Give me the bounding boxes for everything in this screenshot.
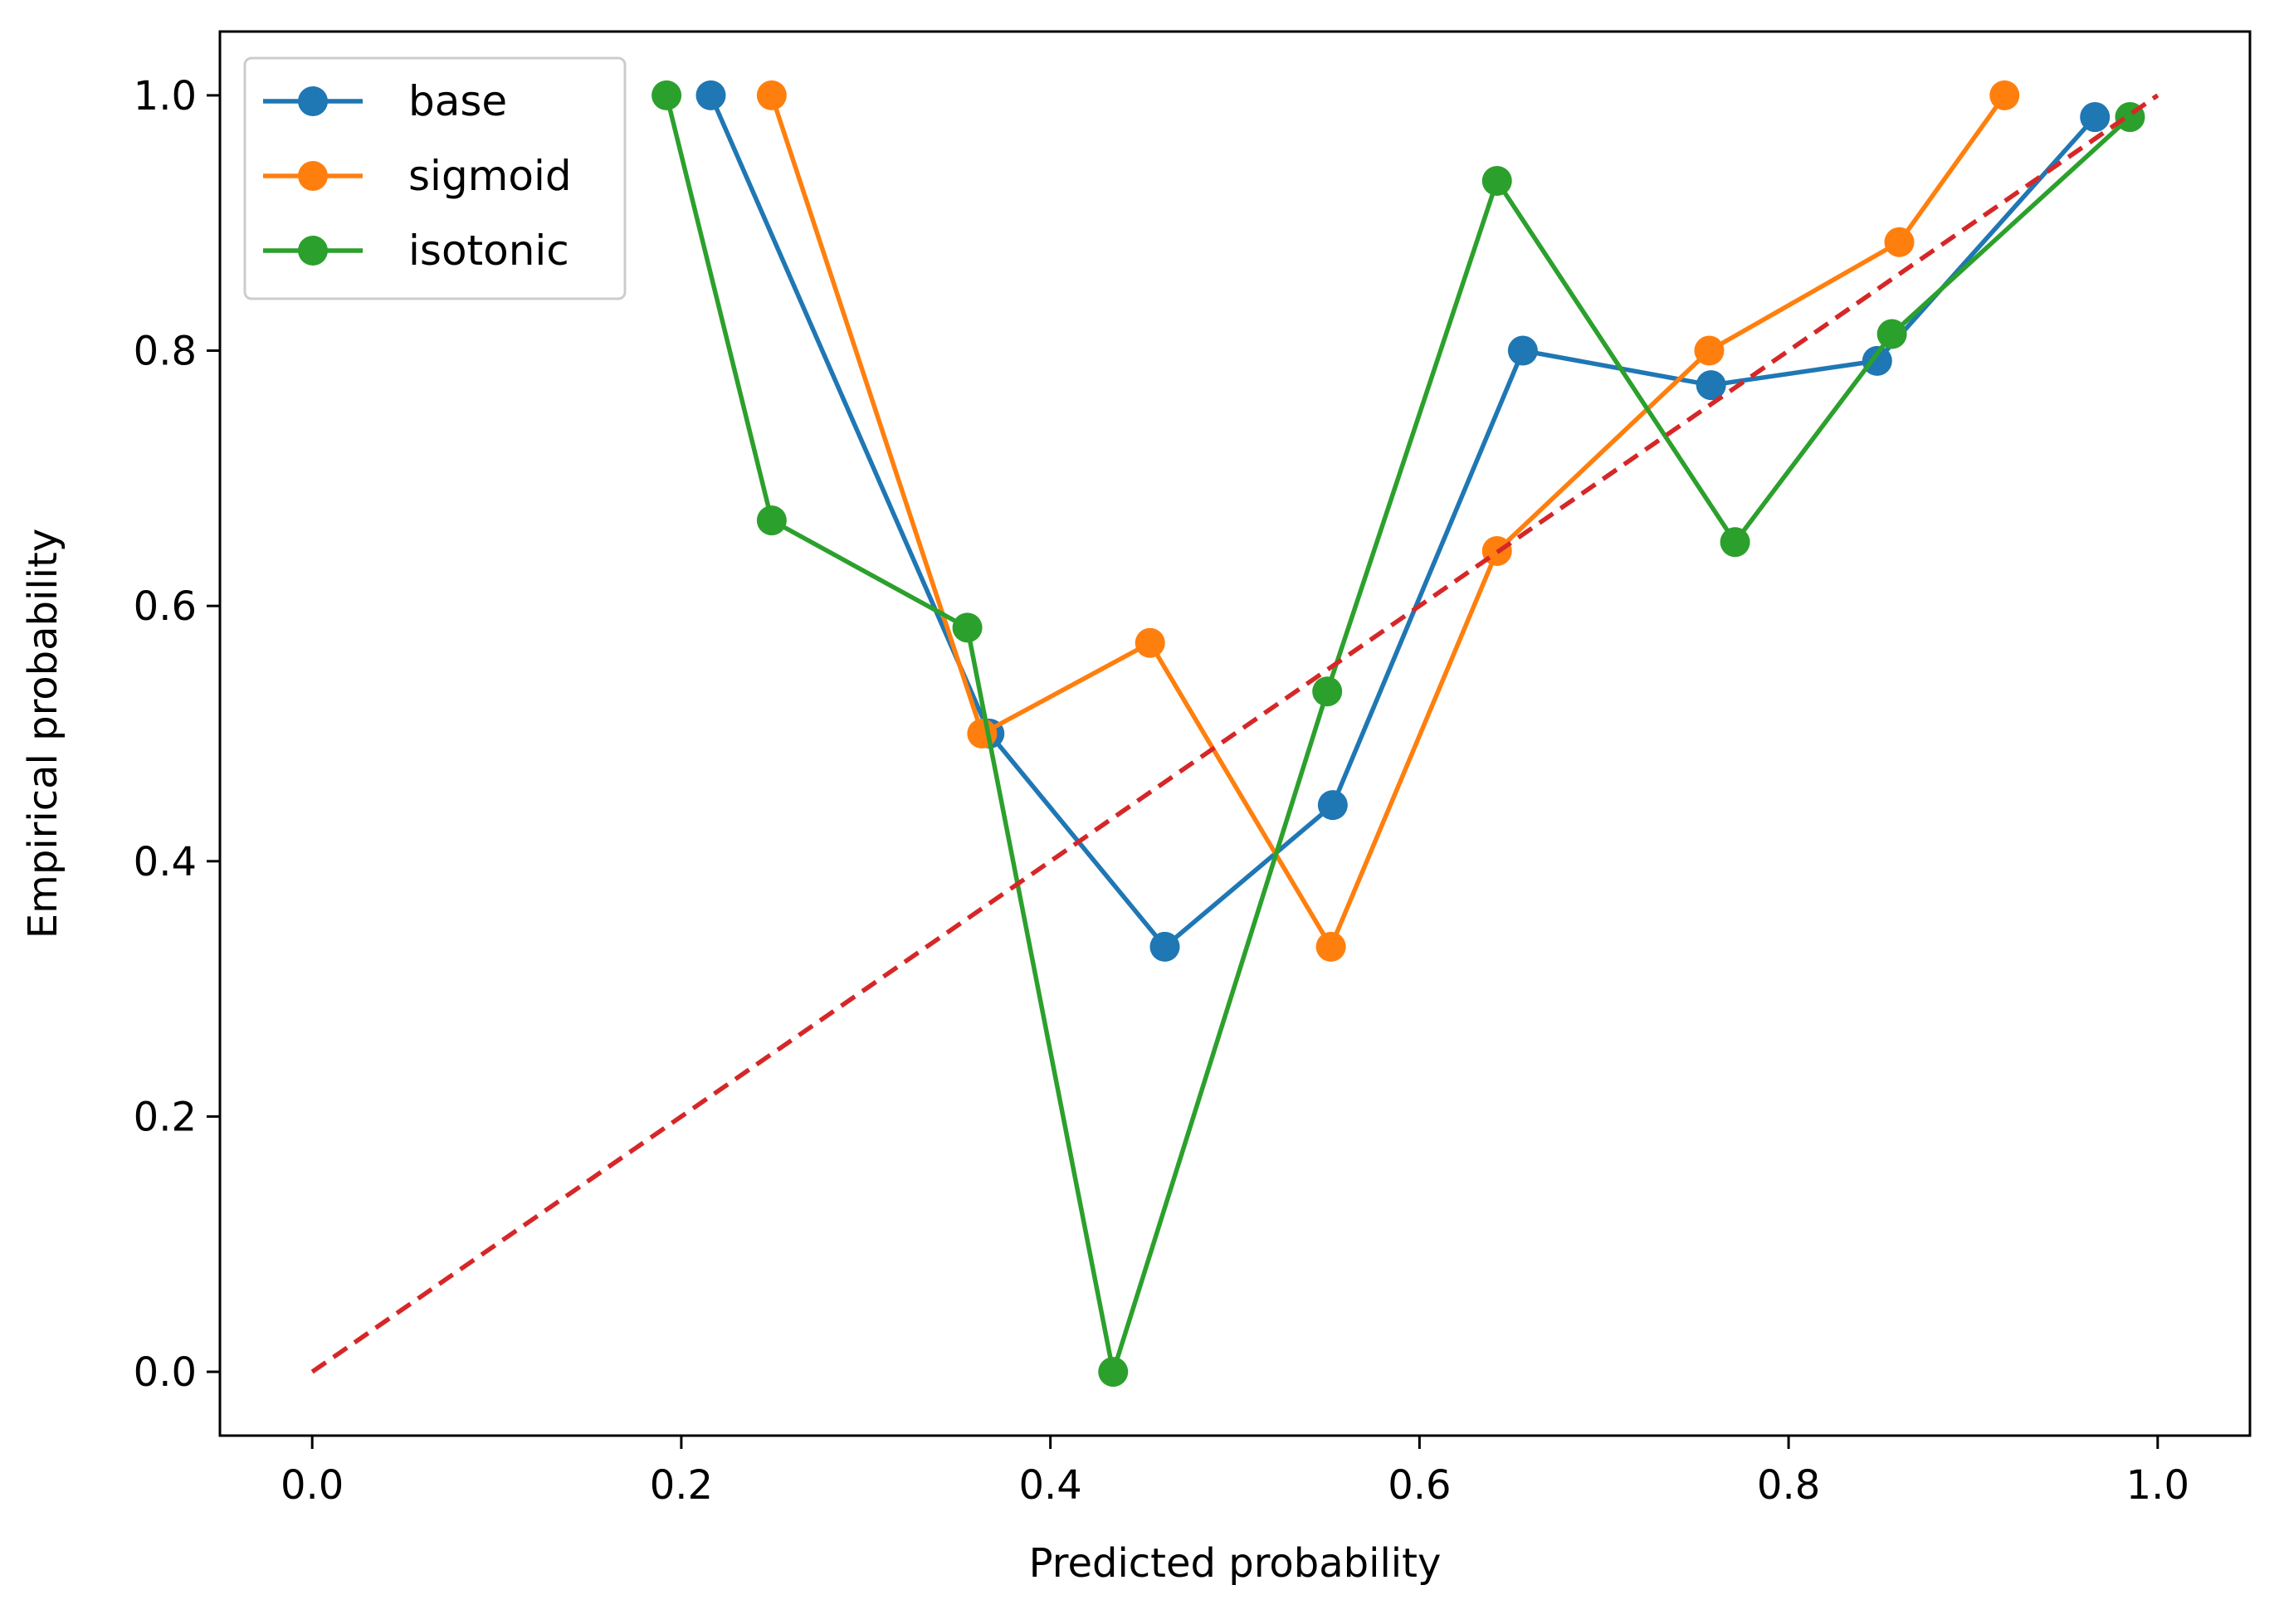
series-layer bbox=[310, 80, 2159, 1387]
y-tick-label: 0.6 bbox=[134, 583, 197, 630]
data-point-isotonic bbox=[756, 505, 787, 536]
data-point-base bbox=[2080, 102, 2111, 133]
legend-item-isotonic: isotonic bbox=[263, 227, 569, 275]
y-tick-label: 0.4 bbox=[134, 839, 197, 885]
x-axis-label: Predicted probability bbox=[1029, 1540, 1442, 1587]
data-point-isotonic bbox=[1098, 1357, 1129, 1387]
x-tick-label: 0.8 bbox=[1757, 1462, 1820, 1509]
series-base bbox=[695, 80, 2111, 962]
data-point-sigmoid bbox=[1135, 627, 1165, 658]
x-tick-label: 0.4 bbox=[1018, 1462, 1081, 1509]
legend-swatch-marker bbox=[298, 236, 328, 266]
x-tick-label: 0.2 bbox=[650, 1462, 713, 1509]
y-axis-ticks: 0.0 0.2 0.4 0.6 0.8 1.0 bbox=[134, 73, 220, 1396]
legend-label: sigmoid bbox=[408, 152, 572, 200]
y-axis-label: Empirical probability bbox=[20, 529, 66, 939]
y-tick-label: 0.0 bbox=[134, 1349, 197, 1396]
perfect-calibration-line bbox=[310, 93, 2159, 1374]
series-sigmoid bbox=[756, 80, 2020, 962]
data-point-sigmoid bbox=[1315, 931, 1346, 962]
legend-item-sigmoid: sigmoid bbox=[263, 152, 572, 200]
legend: base sigmoid isotonic bbox=[243, 56, 627, 300]
data-point-sigmoid bbox=[756, 80, 787, 110]
data-point-base bbox=[1317, 790, 1348, 821]
data-point-base bbox=[1696, 370, 1726, 401]
data-point-sigmoid bbox=[967, 719, 998, 749]
legend-swatch-marker bbox=[298, 161, 328, 191]
data-point-isotonic bbox=[1312, 676, 1343, 707]
data-point-isotonic bbox=[651, 80, 682, 110]
data-point-isotonic bbox=[1720, 527, 1750, 558]
y-tick-label: 0.8 bbox=[134, 329, 197, 375]
series-line-base bbox=[708, 94, 2097, 949]
x-tick-label: 0.6 bbox=[1388, 1462, 1451, 1509]
legend-box bbox=[243, 56, 627, 300]
legend-label: base bbox=[408, 77, 507, 125]
data-point-sigmoid bbox=[1989, 80, 2020, 110]
y-tick-label: 0.2 bbox=[134, 1094, 197, 1140]
data-point-isotonic bbox=[952, 612, 983, 643]
data-point-isotonic bbox=[1481, 165, 1512, 196]
legend-item-base: base bbox=[263, 77, 507, 125]
legend-label: isotonic bbox=[408, 227, 569, 275]
data-point-isotonic bbox=[1876, 319, 1907, 349]
data-point-base bbox=[1149, 931, 1180, 962]
series-line-sigmoid bbox=[769, 94, 2007, 949]
x-tick-label: 0.0 bbox=[281, 1462, 344, 1509]
x-axis-ticks: 0.0 0.2 0.4 0.6 0.8 1.0 bbox=[281, 1436, 2189, 1509]
data-point-sigmoid bbox=[1694, 335, 1725, 366]
axes-frame bbox=[218, 30, 2252, 1437]
data-point-sigmoid bbox=[1884, 227, 1915, 257]
data-point-base bbox=[1862, 345, 1892, 376]
data-point-base bbox=[1507, 335, 1538, 366]
data-point-base bbox=[695, 80, 726, 110]
legend-swatch-marker bbox=[298, 86, 328, 116]
x-tick-label: 1.0 bbox=[2126, 1462, 2189, 1509]
y-tick-label: 1.0 bbox=[134, 73, 197, 119]
